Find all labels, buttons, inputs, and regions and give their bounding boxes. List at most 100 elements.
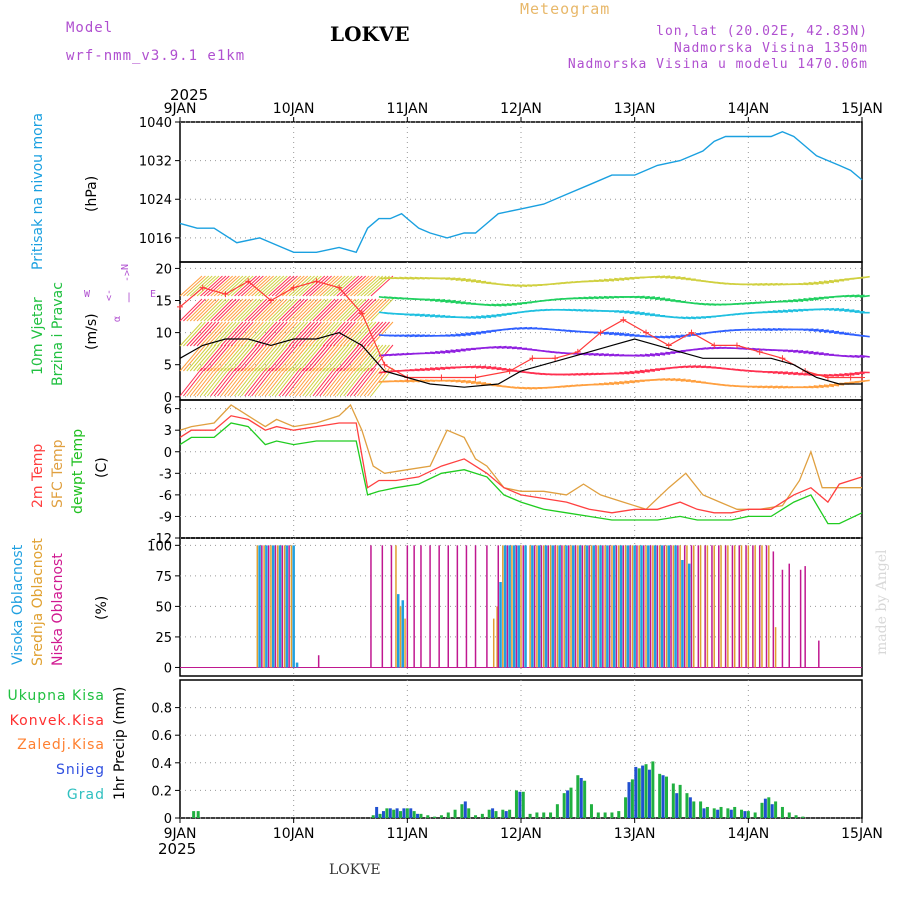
wind-arrow	[470, 381, 482, 385]
y-tick-label: 15	[155, 295, 172, 310]
precip-total-bar	[542, 812, 546, 818]
precip-total-bar	[453, 809, 457, 818]
wind-arrow	[213, 275, 237, 297]
wind-arrow	[206, 344, 230, 372]
wind-arrow	[339, 367, 363, 397]
x-tick-label-bottom: 9JAN	[164, 826, 197, 842]
gust-line	[179, 280, 862, 379]
dewpoint-line	[179, 422, 863, 525]
precip-total-bar	[521, 791, 525, 818]
wind-arrow	[326, 321, 349, 347]
wind-arrow	[203, 275, 227, 297]
wind-arrow	[670, 378, 681, 382]
y-tick-label: 0	[164, 812, 172, 827]
wind-arrow	[511, 346, 522, 350]
wind-arrow	[603, 331, 615, 335]
wind-arrow	[183, 344, 206, 372]
x-tick-label-top: 15JAN	[841, 101, 883, 117]
wind-arrow	[295, 298, 319, 322]
precip-total-bar	[651, 761, 655, 818]
precip-snow-bar	[688, 797, 692, 818]
wind-arrow	[435, 367, 446, 370]
wind-arrow	[798, 350, 809, 354]
wind-arrow	[670, 276, 681, 280]
wind-arrow	[629, 370, 640, 374]
wind-arrow	[186, 321, 210, 347]
y-tick-label: 1024	[139, 193, 172, 208]
wind-arrow	[859, 294, 870, 298]
wind-arrow	[206, 321, 230, 347]
wind-arrow	[634, 295, 645, 299]
wind-arrow	[316, 321, 339, 347]
precip-total-bar	[487, 809, 491, 818]
wind-arrow	[465, 332, 476, 336]
precip-snow-bar	[763, 798, 767, 818]
precip-total-bar	[774, 801, 778, 818]
precip-total-bar	[405, 808, 409, 818]
wind-arrow	[639, 312, 650, 316]
gust-marker	[222, 291, 229, 298]
wind-arrow	[588, 296, 599, 300]
wind-arrow	[264, 344, 288, 372]
wind-arrow	[608, 332, 620, 336]
wind-arrow	[309, 321, 332, 347]
y-tick-label: 1040	[139, 116, 172, 131]
wind-arrow	[309, 298, 332, 322]
wind-arrow	[251, 298, 274, 322]
wind-arrow	[285, 321, 309, 347]
wind-arrow	[808, 328, 819, 332]
wind-arrow	[455, 379, 466, 383]
gust-marker	[733, 342, 740, 349]
wind-arrow	[367, 321, 390, 347]
wind-arrow	[670, 335, 681, 339]
wind-arrow	[350, 367, 373, 397]
wind-arrow	[285, 298, 309, 322]
wind-arrow	[326, 367, 350, 397]
precip-total-bar	[480, 813, 484, 818]
wind-arrow	[481, 365, 492, 369]
wind-arrow	[680, 379, 691, 382]
wind-ylabel: (m/s)	[84, 313, 100, 350]
precip-snow-bar	[634, 766, 638, 818]
wind-arrow	[360, 275, 384, 297]
meteogram-title: Meteogram	[520, 0, 611, 18]
x-tick-label-bottom: 13JAN	[614, 826, 656, 842]
wind-arrow	[360, 298, 384, 322]
wind-arrow	[309, 344, 332, 372]
wind-arrow	[268, 344, 292, 372]
wind-arrow	[343, 275, 367, 297]
wind-arrow	[223, 321, 247, 347]
wind-arrow	[271, 321, 295, 347]
wind-arrow	[288, 367, 312, 397]
wind-arrow	[828, 373, 840, 377]
wind-arrow	[634, 311, 645, 315]
wind-arrow	[363, 275, 387, 297]
wind-arrow	[183, 321, 206, 347]
y-tick-label: 0.2	[151, 784, 172, 799]
wind-arrow	[788, 349, 799, 353]
wind-arrow	[501, 345, 512, 349]
wind-arrow	[189, 367, 213, 397]
precip-total-bar	[589, 804, 593, 818]
wind-arrow	[220, 298, 244, 322]
wind-arrow	[501, 303, 512, 307]
precip-total-bar	[767, 797, 771, 818]
compass-e: E	[150, 289, 156, 300]
wind-arrow	[660, 352, 671, 355]
wind-arrow	[429, 351, 441, 355]
precip-total-bar	[467, 808, 471, 818]
wind-arrow	[247, 344, 271, 372]
wind-arrow	[808, 281, 819, 285]
wind-arrow	[261, 275, 285, 297]
y-tick-label: 10	[155, 327, 172, 342]
wind-arrow	[295, 321, 319, 347]
precip-total-bar	[740, 809, 744, 818]
precip-snow-bar	[518, 791, 522, 818]
wind-arrow	[298, 321, 322, 347]
wind-arrow	[414, 313, 425, 317]
wind-arrow	[336, 321, 360, 347]
wind-arrow	[281, 321, 305, 347]
wind-arrow	[788, 309, 799, 313]
wind-arrow	[772, 371, 783, 374]
wind-arrow	[844, 372, 855, 376]
